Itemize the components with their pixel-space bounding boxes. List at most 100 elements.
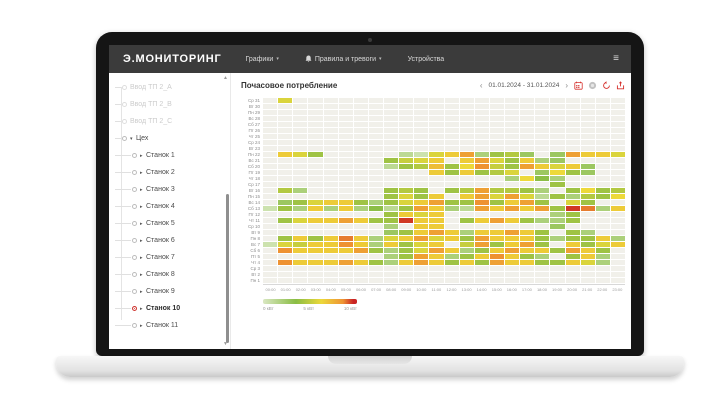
heatmap-cell[interactable] bbox=[550, 230, 565, 235]
heatmap-cell[interactable] bbox=[610, 260, 625, 265]
heatmap-cell[interactable] bbox=[384, 236, 399, 241]
heatmap-cell[interactable] bbox=[263, 194, 278, 199]
heatmap-cell[interactable] bbox=[429, 200, 444, 205]
heatmap-cell[interactable] bbox=[489, 200, 504, 205]
heatmap-cell[interactable] bbox=[535, 182, 550, 187]
heatmap-cell[interactable] bbox=[384, 218, 399, 223]
heatmap-cell[interactable] bbox=[520, 188, 535, 193]
heatmap-cell[interactable] bbox=[429, 158, 444, 163]
heatmap-cell[interactable] bbox=[368, 188, 383, 193]
heatmap-cell[interactable] bbox=[278, 278, 293, 283]
heatmap-cell[interactable] bbox=[353, 212, 368, 217]
sidebar-item-machine-8[interactable]: ▸ Станок 8 bbox=[109, 266, 230, 283]
heatmap-cell[interactable] bbox=[489, 224, 504, 229]
heatmap-cell[interactable] bbox=[384, 230, 399, 235]
heatmap-cell[interactable] bbox=[323, 266, 338, 271]
heatmap-cell[interactable] bbox=[520, 122, 535, 127]
heatmap-cell[interactable] bbox=[399, 266, 414, 271]
heatmap-cell[interactable] bbox=[610, 212, 625, 217]
heatmap-cell[interactable] bbox=[399, 98, 414, 103]
heatmap-cell[interactable] bbox=[399, 176, 414, 181]
heatmap-cell[interactable] bbox=[293, 254, 308, 259]
heatmap-cell[interactable] bbox=[595, 230, 610, 235]
heatmap-cell[interactable] bbox=[565, 242, 580, 247]
heatmap-cell[interactable] bbox=[384, 212, 399, 217]
heatmap-cell[interactable] bbox=[459, 164, 474, 169]
heatmap-cell[interactable] bbox=[520, 128, 535, 133]
sidebar-item-machine-4[interactable]: ▸ Станок 4 bbox=[109, 198, 230, 215]
heatmap-cell[interactable] bbox=[399, 164, 414, 169]
heatmap-cell[interactable] bbox=[384, 200, 399, 205]
heatmap-cell[interactable] bbox=[368, 212, 383, 217]
heatmap-cell[interactable] bbox=[520, 134, 535, 139]
sidebar-item-machine-10[interactable]: ▸ Станок 10 bbox=[109, 300, 230, 317]
heatmap-cell[interactable] bbox=[308, 278, 323, 283]
heatmap-cell[interactable] bbox=[474, 194, 489, 199]
heatmap-cell[interactable] bbox=[580, 248, 595, 253]
heatmap-cell[interactable] bbox=[550, 200, 565, 205]
heatmap-cell[interactable] bbox=[263, 158, 278, 163]
heatmap-cell[interactable] bbox=[293, 122, 308, 127]
heatmap-cell[interactable] bbox=[550, 104, 565, 109]
heatmap-cell[interactable] bbox=[565, 128, 580, 133]
heatmap-cell[interactable] bbox=[474, 212, 489, 217]
heatmap-cell[interactable] bbox=[293, 110, 308, 115]
heatmap-cell[interactable] bbox=[474, 176, 489, 181]
heatmap-cell[interactable] bbox=[474, 164, 489, 169]
heatmap-cell[interactable] bbox=[474, 254, 489, 259]
heatmap-cell[interactable] bbox=[565, 116, 580, 121]
heatmap-cell[interactable] bbox=[550, 146, 565, 151]
heatmap-cell[interactable] bbox=[595, 272, 610, 277]
heatmap-cell[interactable] bbox=[338, 110, 353, 115]
heatmap-cell[interactable] bbox=[474, 182, 489, 187]
heatmap-cell[interactable] bbox=[338, 266, 353, 271]
export-icon[interactable] bbox=[616, 81, 625, 90]
heatmap-cell[interactable] bbox=[520, 248, 535, 253]
refresh-icon[interactable] bbox=[602, 81, 611, 90]
heatmap-cell[interactable] bbox=[444, 164, 459, 169]
heatmap-cell[interactable] bbox=[459, 242, 474, 247]
heatmap-cell[interactable] bbox=[565, 176, 580, 181]
heatmap-cell[interactable] bbox=[384, 254, 399, 259]
heatmap-cell[interactable] bbox=[565, 200, 580, 205]
heatmap-cell[interactable] bbox=[580, 134, 595, 139]
heatmap-cell[interactable] bbox=[353, 248, 368, 253]
heatmap-cell[interactable] bbox=[520, 224, 535, 229]
heatmap-cell[interactable] bbox=[414, 158, 429, 163]
heatmap-cell[interactable] bbox=[429, 128, 444, 133]
heatmap-cell[interactable] bbox=[565, 152, 580, 157]
heatmap-cell[interactable] bbox=[414, 236, 429, 241]
heatmap-cell[interactable] bbox=[308, 104, 323, 109]
heatmap-cell[interactable] bbox=[323, 260, 338, 265]
heatmap-cell[interactable] bbox=[353, 152, 368, 157]
heatmap-cell[interactable] bbox=[520, 194, 535, 199]
heatmap-cell[interactable] bbox=[610, 236, 625, 241]
heatmap-cell[interactable] bbox=[338, 164, 353, 169]
heatmap-cell[interactable] bbox=[550, 116, 565, 121]
heatmap-cell[interactable] bbox=[489, 272, 504, 277]
heatmap-cell[interactable] bbox=[414, 104, 429, 109]
heatmap-cell[interactable] bbox=[293, 212, 308, 217]
heatmap-cell[interactable] bbox=[308, 176, 323, 181]
heatmap-cell[interactable] bbox=[353, 146, 368, 151]
heatmap-cell[interactable] bbox=[429, 260, 444, 265]
heatmap-cell[interactable] bbox=[323, 278, 338, 283]
heatmap-cell[interactable] bbox=[444, 146, 459, 151]
heatmap-cell[interactable] bbox=[338, 206, 353, 211]
heatmap-cell[interactable] bbox=[263, 224, 278, 229]
heatmap-cell[interactable] bbox=[489, 110, 504, 115]
heatmap-cell[interactable] bbox=[278, 242, 293, 247]
heatmap-cell[interactable] bbox=[459, 116, 474, 121]
heatmap-cell[interactable] bbox=[263, 182, 278, 187]
heatmap-cell[interactable] bbox=[520, 254, 535, 259]
heatmap-cell[interactable] bbox=[550, 194, 565, 199]
heatmap-cell[interactable] bbox=[353, 164, 368, 169]
heatmap-cell[interactable] bbox=[474, 140, 489, 145]
heatmap-cell[interactable] bbox=[429, 242, 444, 247]
heatmap-cell[interactable] bbox=[459, 98, 474, 103]
heatmap-cell[interactable] bbox=[399, 236, 414, 241]
heatmap-cell[interactable] bbox=[323, 140, 338, 145]
heatmap-cell[interactable] bbox=[550, 248, 565, 253]
heatmap-cell[interactable] bbox=[368, 194, 383, 199]
heatmap-cell[interactable] bbox=[338, 128, 353, 133]
